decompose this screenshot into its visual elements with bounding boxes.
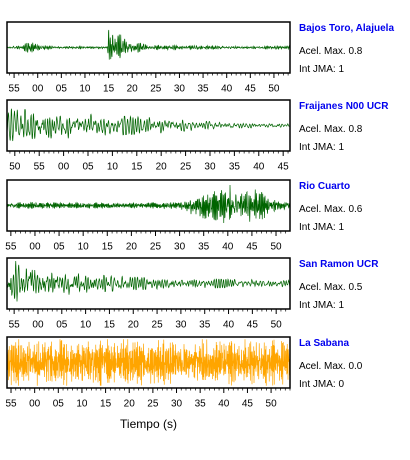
- x-tick-label: 05: [54, 242, 66, 253]
- panel-frame: [6, 21, 291, 74]
- x-tick-label: 10: [76, 399, 88, 410]
- trace-line: [7, 261, 290, 302]
- panel-frame: [6, 336, 291, 389]
- x-tick-label: 45: [242, 399, 254, 410]
- jma-intensity: Int JMA: 1: [299, 142, 345, 153]
- x-tick-label: 05: [56, 84, 68, 95]
- x-tick-label: 15: [100, 399, 112, 410]
- x-tick-label: 55: [9, 84, 21, 95]
- station-name: San Ramon UCR: [299, 259, 379, 270]
- x-tick-label: 50: [9, 162, 21, 173]
- x-tick-label: 10: [80, 320, 92, 331]
- station-info: Rio Cuarto Acel. Max. 0.6 Int JMA: 1: [299, 180, 409, 240]
- x-tick-label: 00: [58, 162, 70, 173]
- x-tick-label: 20: [128, 320, 140, 331]
- x-tick-label: 05: [82, 162, 94, 173]
- x-tick-label: 20: [127, 84, 139, 95]
- trace-line: [7, 29, 290, 60]
- station-info: Bajos Toro, Alajuela Acel. Max. 0.8 Int …: [299, 22, 409, 82]
- x-axis-label: Tiempo (s): [120, 417, 177, 431]
- peak-acceleration: Acel. Max. 0.0: [299, 361, 363, 372]
- station-name: La Sabana: [299, 338, 350, 349]
- x-tick-label: 45: [247, 320, 259, 331]
- x-tick-label: 35: [198, 242, 210, 253]
- x-tick-label: 40: [221, 84, 233, 95]
- x-tick-label: 35: [195, 399, 207, 410]
- x-tick-label: 35: [198, 84, 210, 95]
- x-tick-label: 40: [222, 242, 234, 253]
- jma-intensity: Int JMA: 1: [299, 222, 345, 233]
- x-tick-label: 30: [204, 162, 216, 173]
- x-tick-label: 35: [199, 320, 211, 331]
- station-info: Fraijanes N00 UCR Acel. Max. 0.8 Int JMA…: [299, 100, 409, 160]
- peak-acceleration: Acel. Max. 0.5: [299, 282, 363, 293]
- x-tick-label: 50: [270, 242, 282, 253]
- x-tick-label: 50: [266, 399, 278, 410]
- x-tick-label: 15: [131, 162, 143, 173]
- x-tick-label: 55: [5, 242, 17, 253]
- x-tick-label: 10: [79, 84, 91, 95]
- station-info: San Ramon UCR Acel. Max. 0.5 Int JMA: 1: [299, 258, 409, 318]
- x-tick-label: 10: [78, 242, 90, 253]
- seismogram-panel: 55 00 05 10 15 20 25 30 35 40 45 50: [5, 179, 291, 253]
- trace-line: [7, 185, 290, 224]
- x-tick-label: 30: [174, 242, 186, 253]
- x-tick-label: 45: [278, 162, 290, 173]
- station-name: Bajos Toro, Alajuela: [299, 23, 395, 34]
- x-tick-label: 55: [9, 320, 21, 331]
- seismogram-panel: 55 00 05 10 15 20 25 30 35 40 45 50: [6, 257, 291, 331]
- x-tick-label: 05: [56, 320, 68, 331]
- jma-intensity: Int JMA: 1: [299, 64, 345, 75]
- seismogram-panel: 55 00 05 10 15 20 25 30 35 40 45 50: [5, 336, 291, 410]
- peak-acceleration: Acel. Max. 0.8: [299, 46, 363, 57]
- peak-acceleration: Acel. Max. 0.6: [299, 204, 363, 215]
- station-name: Fraijanes N00 UCR: [299, 101, 389, 112]
- x-tick-label: 40: [223, 320, 235, 331]
- station-info: La Sabana Acel. Max. 0.0 Int JMA: 0: [299, 337, 409, 397]
- x-tick-label: 15: [102, 242, 114, 253]
- x-tick-label: 20: [156, 162, 168, 173]
- x-tick-label: 25: [180, 162, 192, 173]
- peak-acceleration: Acel. Max. 0.8: [299, 124, 363, 135]
- trace-line: [7, 339, 290, 386]
- x-tick-label: 20: [124, 399, 136, 410]
- jma-intensity: Int JMA: 0: [299, 379, 345, 390]
- seismogram-panel: 50 55 00 05 10 15 20 25 30 35 40 45: [6, 99, 291, 173]
- x-tick-label: 35: [229, 162, 241, 173]
- x-tick-label: 00: [29, 399, 41, 410]
- x-tick-label: 10: [107, 162, 119, 173]
- x-tick-label: 15: [103, 84, 115, 95]
- x-tick-label: 55: [34, 162, 46, 173]
- x-tick-label: 05: [53, 399, 65, 410]
- x-tick-label: 00: [32, 84, 44, 95]
- x-tick-label: 25: [150, 84, 162, 95]
- panel-frame: [6, 99, 291, 152]
- x-tick-label: 25: [152, 320, 164, 331]
- x-tick-label: 45: [246, 242, 258, 253]
- x-tick-label: 45: [245, 84, 257, 95]
- x-tick-label: 25: [150, 242, 162, 253]
- x-tick-label: 00: [29, 242, 41, 253]
- x-tick-label: 30: [175, 320, 187, 331]
- x-tick-label: 30: [174, 84, 186, 95]
- x-tick-label: 50: [271, 320, 283, 331]
- x-tick-label: 30: [171, 399, 183, 410]
- seismogram-panel: 55 00 05 10 15 20 25 30 35 40 45 50: [6, 21, 291, 95]
- x-tick-label: 40: [253, 162, 265, 173]
- trace-line: [7, 108, 290, 142]
- x-tick-label: 00: [32, 320, 44, 331]
- panel-frame: [6, 179, 291, 232]
- x-tick-label: 40: [218, 399, 230, 410]
- station-name: Rio Cuarto: [299, 181, 351, 192]
- panel-frame: [6, 257, 291, 310]
- x-tick-label: 50: [268, 84, 280, 95]
- jma-intensity: Int JMA: 1: [299, 300, 345, 311]
- x-tick-label: 25: [147, 399, 159, 410]
- x-tick-label: 15: [104, 320, 116, 331]
- x-tick-label: 55: [5, 399, 17, 410]
- x-tick-label: 20: [126, 242, 138, 253]
